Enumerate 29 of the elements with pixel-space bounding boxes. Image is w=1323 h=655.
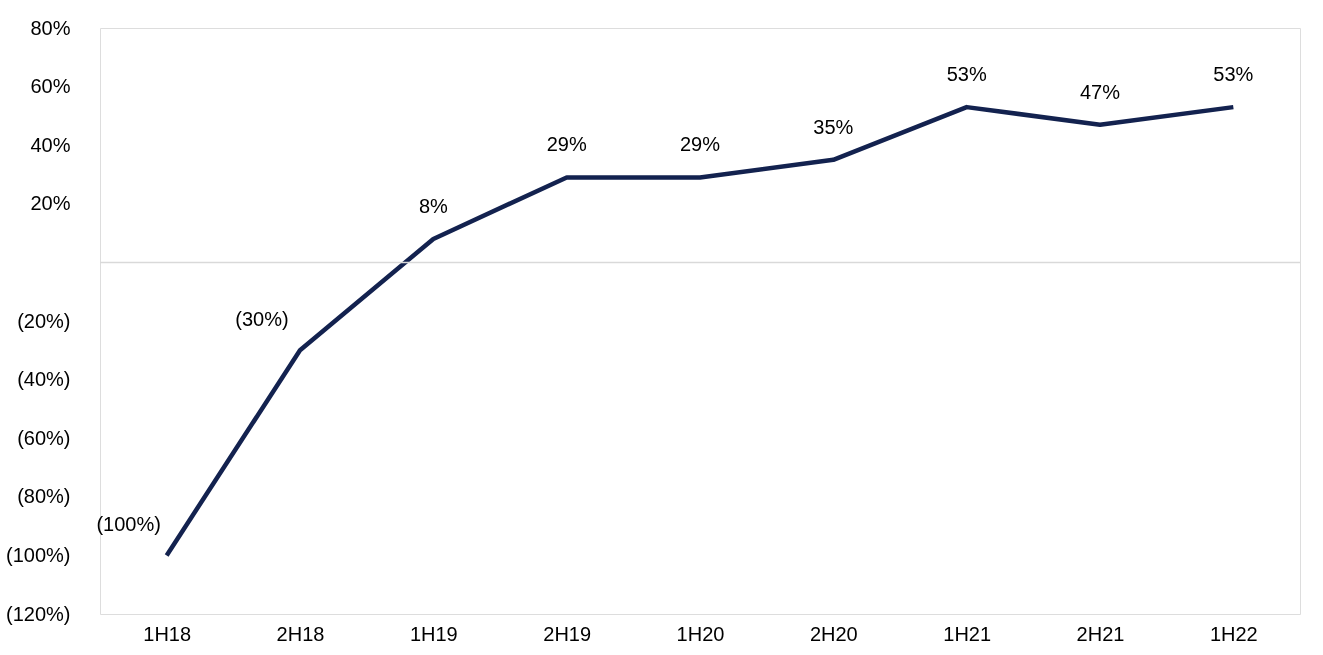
x-tick-label: 2H21 — [1076, 622, 1125, 645]
data-label: 29% — [546, 133, 587, 156]
y-tick-label: 80% — [30, 16, 71, 39]
y-tick-label: 40% — [30, 133, 71, 156]
y-tick-label: (40%) — [17, 368, 71, 391]
x-tick-label: 2H18 — [276, 622, 325, 645]
data-label: (100%) — [96, 513, 161, 536]
line-series — [164, 104, 1236, 558]
data-label: 53% — [1213, 63, 1254, 86]
x-tick-label: 1H22 — [1209, 622, 1258, 645]
x-tick-label: 2H19 — [543, 622, 592, 645]
x-tick-label: 2H20 — [809, 622, 858, 645]
y-tick-label: 60% — [30, 75, 71, 98]
y-tick-label: (100%) — [6, 543, 71, 566]
y-tick-label: 20% — [30, 192, 71, 215]
y-tick-label: (80%) — [17, 485, 71, 508]
y-tick-label: (60%) — [17, 426, 71, 449]
data-label: 8% — [418, 194, 448, 217]
data-label: 47% — [1079, 80, 1121, 103]
x-tick-label: 1H19 — [409, 622, 458, 645]
x-tick-label: 1H18 — [143, 622, 192, 645]
y-tick-label: (20%) — [17, 309, 71, 332]
x-tick-label: 1H20 — [676, 622, 725, 645]
data-label: (30%) — [235, 308, 289, 331]
data-label: 53% — [946, 63, 987, 86]
data-label: 29% — [679, 133, 721, 156]
data-label: 35% — [813, 115, 854, 138]
y-tick-label: (120%) — [6, 602, 71, 625]
x-tick-label: 1H21 — [943, 622, 992, 645]
